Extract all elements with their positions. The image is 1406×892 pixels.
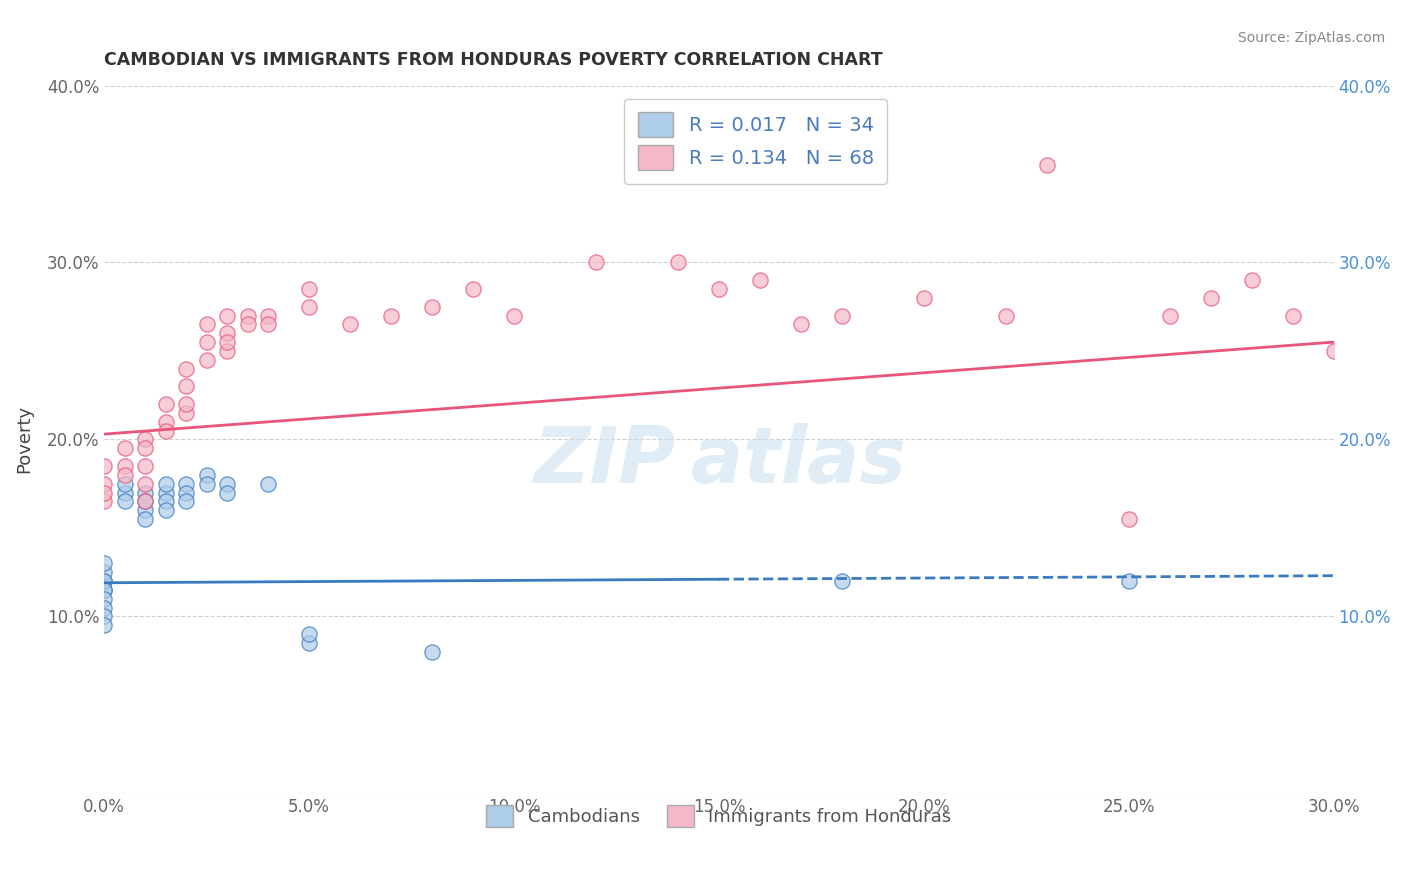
Point — [1118, 512, 1140, 526]
Point — [912, 291, 935, 305]
Point — [114, 467, 136, 482]
Y-axis label: Poverty: Poverty — [15, 405, 32, 474]
Point — [174, 406, 197, 420]
Point — [236, 309, 259, 323]
Point — [1281, 309, 1303, 323]
Point — [1118, 574, 1140, 588]
Point — [93, 565, 115, 579]
Point — [236, 318, 259, 332]
Point — [217, 326, 239, 341]
Point — [217, 476, 239, 491]
Point — [461, 282, 484, 296]
Point — [790, 318, 813, 332]
Point — [257, 309, 280, 323]
Point — [134, 433, 156, 447]
Point — [707, 282, 730, 296]
Point — [420, 645, 443, 659]
Text: CAMBODIAN VS IMMIGRANTS FROM HONDURAS POVERTY CORRELATION CHART: CAMBODIAN VS IMMIGRANTS FROM HONDURAS PO… — [104, 51, 883, 69]
Point — [134, 485, 156, 500]
Point — [217, 335, 239, 350]
Point — [298, 627, 321, 641]
Point — [217, 309, 239, 323]
Point — [503, 309, 526, 323]
Point — [114, 458, 136, 473]
Point — [93, 582, 115, 597]
Point — [93, 574, 115, 588]
Point — [420, 300, 443, 314]
Point — [339, 318, 361, 332]
Point — [93, 600, 115, 615]
Text: Source: ZipAtlas.com: Source: ZipAtlas.com — [1237, 31, 1385, 45]
Point — [93, 476, 115, 491]
Point — [585, 255, 607, 269]
Point — [1036, 158, 1059, 172]
Point — [174, 379, 197, 393]
Point — [257, 318, 280, 332]
Point — [195, 467, 218, 482]
Point — [994, 309, 1017, 323]
Point — [174, 361, 197, 376]
Legend: Cambodians, Immigrants from Honduras: Cambodians, Immigrants from Honduras — [479, 797, 959, 834]
Point — [1240, 273, 1263, 287]
Point — [174, 494, 197, 508]
Point — [134, 512, 156, 526]
Point — [93, 458, 115, 473]
Point — [93, 618, 115, 632]
Point — [1199, 291, 1222, 305]
Point — [114, 494, 136, 508]
Point — [380, 309, 402, 323]
Point — [195, 352, 218, 367]
Point — [257, 476, 280, 491]
Point — [174, 476, 197, 491]
Point — [93, 609, 115, 624]
Point — [298, 636, 321, 650]
Point — [174, 397, 197, 411]
Point — [93, 582, 115, 597]
Point — [93, 494, 115, 508]
Point — [155, 494, 177, 508]
Point — [155, 476, 177, 491]
Point — [195, 318, 218, 332]
Point — [155, 415, 177, 429]
Point — [155, 397, 177, 411]
Point — [93, 574, 115, 588]
Point — [195, 335, 218, 350]
Point — [666, 255, 689, 269]
Point — [831, 574, 853, 588]
Point — [298, 282, 321, 296]
Point — [1323, 343, 1346, 358]
Text: ZIP atlas: ZIP atlas — [533, 423, 905, 499]
Point — [155, 503, 177, 517]
Point — [1159, 309, 1181, 323]
Point — [114, 476, 136, 491]
Point — [748, 273, 770, 287]
Point — [134, 494, 156, 508]
Point — [831, 309, 853, 323]
Point — [134, 494, 156, 508]
Point — [93, 485, 115, 500]
Point — [174, 485, 197, 500]
Point — [217, 485, 239, 500]
Point — [114, 442, 136, 456]
Point — [155, 424, 177, 438]
Point — [93, 557, 115, 571]
Point — [298, 300, 321, 314]
Point — [217, 343, 239, 358]
Point — [134, 503, 156, 517]
Point — [155, 485, 177, 500]
Point — [195, 476, 218, 491]
Point — [114, 485, 136, 500]
Point — [134, 476, 156, 491]
Point — [134, 458, 156, 473]
Point — [134, 442, 156, 456]
Point — [93, 591, 115, 606]
